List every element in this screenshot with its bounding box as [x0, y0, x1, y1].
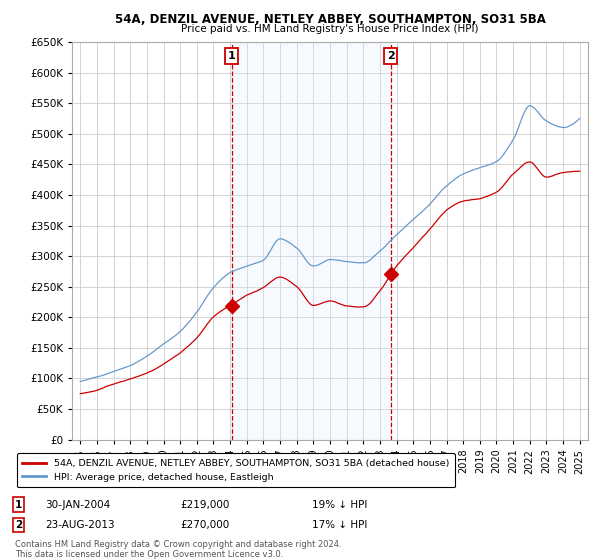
Bar	[232, 42, 391, 440]
Text: 23-AUG-2013: 23-AUG-2013	[45, 520, 115, 530]
Text: Price paid vs. HM Land Registry's House Price Index (HPI): Price paid vs. HM Land Registry's House …	[181, 24, 479, 34]
Text: 17% ↓ HPI: 17% ↓ HPI	[312, 520, 367, 530]
Text: 2: 2	[15, 520, 22, 530]
Text: £270,000: £270,000	[180, 520, 229, 530]
Text: 30-JAN-2004: 30-JAN-2004	[45, 500, 110, 510]
Text: 1: 1	[227, 51, 235, 61]
Legend: 54A, DENZIL AVENUE, NETLEY ABBEY, SOUTHAMPTON, SO31 5BA (detached house), HPI: A: 54A, DENZIL AVENUE, NETLEY ABBEY, SOUTHA…	[17, 454, 455, 487]
Text: 54A, DENZIL AVENUE, NETLEY ABBEY, SOUTHAMPTON, SO31 5BA: 54A, DENZIL AVENUE, NETLEY ABBEY, SOUTHA…	[115, 13, 545, 26]
Text: 2: 2	[387, 51, 395, 61]
Text: £219,000: £219,000	[180, 500, 229, 510]
Text: This data is licensed under the Open Government Licence v3.0.: This data is licensed under the Open Gov…	[15, 550, 283, 559]
Text: Contains HM Land Registry data © Crown copyright and database right 2024.: Contains HM Land Registry data © Crown c…	[15, 540, 341, 549]
Text: 19% ↓ HPI: 19% ↓ HPI	[312, 500, 367, 510]
Text: 1: 1	[15, 500, 22, 510]
